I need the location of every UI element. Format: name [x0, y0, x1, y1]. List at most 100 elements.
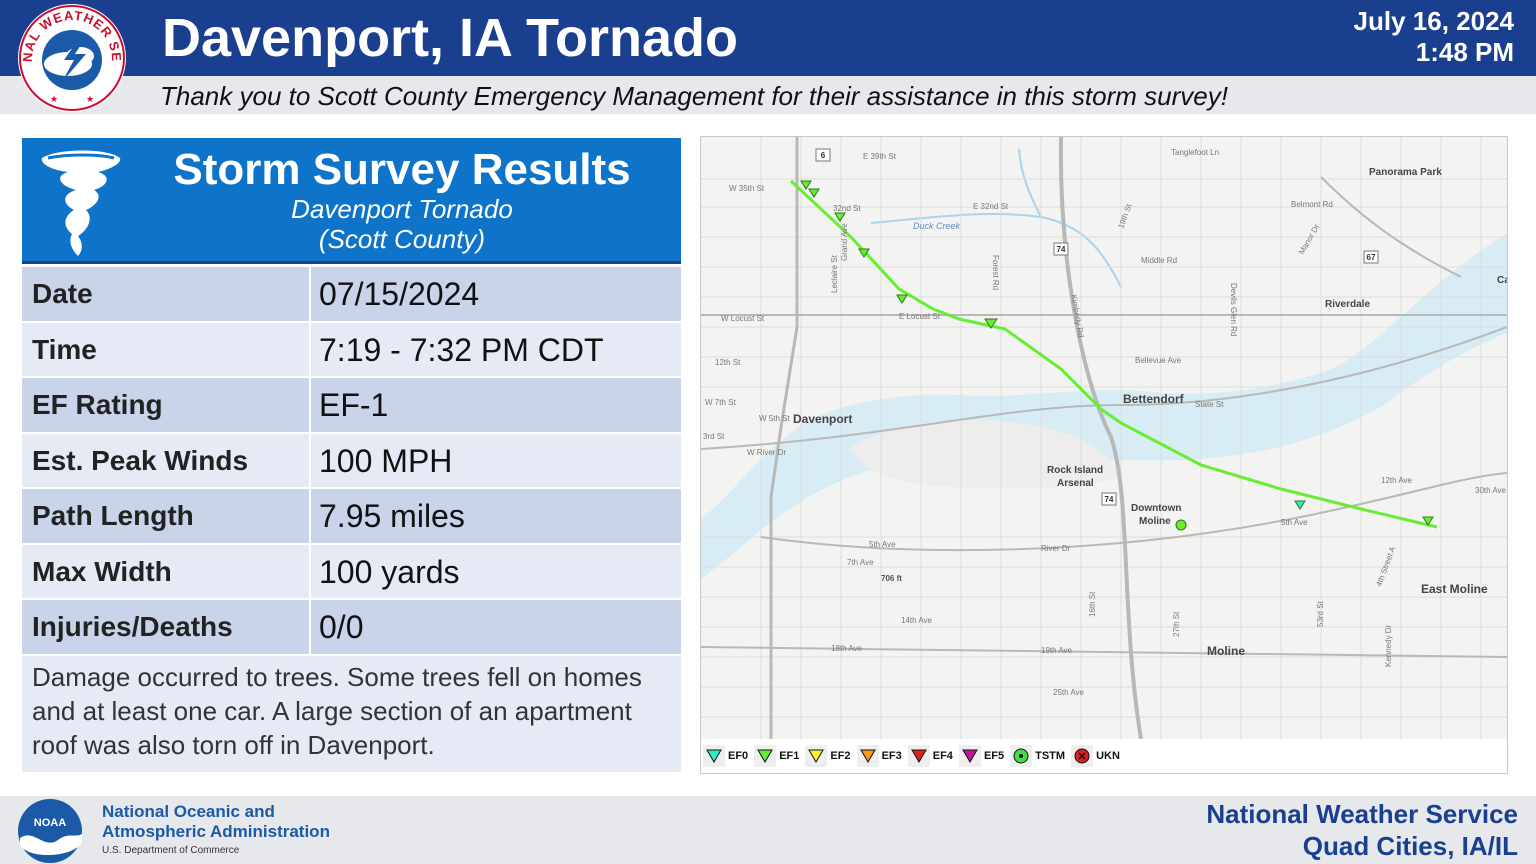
- svg-text:19th Ave: 19th Ave: [1041, 646, 1073, 655]
- ef1-damage-marker: [858, 248, 870, 258]
- row-value: 100 MPH: [319, 442, 453, 479]
- thanks-bar: [0, 76, 1536, 114]
- svg-text:7th Ave: 7th Ave: [847, 558, 874, 567]
- panel-title: Storm Survey Results: [173, 145, 631, 194]
- noaa-name: National Oceanic and Atmospheric Adminis…: [102, 802, 330, 842]
- tornado-damage-path: [789, 179, 1438, 529]
- svg-text:W Locust St: W Locust St: [721, 314, 765, 323]
- svg-text:Panorama Park: Panorama Park: [1369, 167, 1442, 178]
- legend-item-tstm: TSTM: [1010, 745, 1065, 767]
- issue-date: July 16, 2024: [1353, 6, 1514, 36]
- row-value: 100 yards: [319, 553, 460, 590]
- issue-datetime: July 16, 2024 1:48 PM: [1354, 6, 1514, 68]
- legend-item-ef3: EF3: [856, 745, 902, 767]
- table-row: EF Rating EF-1: [22, 378, 681, 434]
- svg-text:Arsenal: Arsenal: [1057, 478, 1094, 489]
- svg-text:NOAA: NOAA: [34, 817, 66, 829]
- row-label: Time: [22, 322, 311, 376]
- ef5-triangle-icon: [958, 745, 981, 767]
- ef3-triangle-icon: [856, 745, 879, 767]
- row-value: 7:19 - 7:32 PM CDT: [319, 331, 604, 368]
- svg-text:Moline: Moline: [1139, 516, 1171, 527]
- legend-label: UKN: [1096, 750, 1120, 762]
- table-row: Date 07/15/2024: [22, 267, 681, 323]
- panel-county: (Scott County): [318, 224, 486, 254]
- svg-text:5th Ave: 5th Ave: [1281, 518, 1308, 527]
- legend-label: EF3: [881, 750, 902, 762]
- legend-label: EF0: [728, 750, 749, 762]
- svg-text:W 5th St: W 5th St: [759, 414, 790, 423]
- legend-item-ef4: EF4: [907, 745, 953, 767]
- svg-text:State St: State St: [1195, 400, 1224, 409]
- map-legend: EF0 EF1 EF2 EF3 EF4 EF5 TSTM UKN: [701, 739, 1507, 773]
- tornado-path-map[interactable]: 6 74 74 67 Davenport Bettendorf Rock Isl…: [700, 136, 1508, 774]
- header-bar: [0, 0, 1536, 76]
- svg-text:Devils Glen Rd: Devils Glen Rd: [1229, 283, 1238, 336]
- survey-table: Date 07/15/2024 Time 7:19 - 7:32 PM CDT …: [22, 267, 681, 656]
- tstm-damage-marker: [1175, 519, 1187, 531]
- ef0-damage-marker: [1294, 500, 1306, 510]
- legend-label: EF5: [983, 750, 1005, 762]
- svg-text:14th Ave: 14th Ave: [901, 616, 933, 625]
- svg-text:★: ★: [86, 94, 94, 104]
- row-label: Injuries/Deaths: [22, 600, 311, 654]
- svg-text:Tanglefoot Ln: Tanglefoot Ln: [1171, 148, 1219, 157]
- svg-text:74: 74: [1105, 495, 1114, 504]
- svg-text:W 35th St: W 35th St: [729, 184, 765, 193]
- ef1-damage-marker: [808, 188, 820, 198]
- svg-text:16th St: 16th St: [1088, 591, 1097, 617]
- svg-text:Duck Creek: Duck Creek: [913, 221, 961, 231]
- legend-label: EF1: [779, 750, 800, 762]
- panel-subtitle: Davenport Tornado: [291, 194, 513, 224]
- svg-text:3rd St: 3rd St: [703, 432, 725, 441]
- svg-text:12th St: 12th St: [715, 358, 741, 367]
- ef1-damage-marker: [834, 212, 846, 222]
- street-grid: [701, 137, 1507, 739]
- svg-text:Leclaire St: Leclaire St: [830, 254, 839, 293]
- issue-time: 1:48 PM: [1415, 37, 1514, 67]
- table-row: Time 7:19 - 7:32 PM CDT: [22, 322, 681, 378]
- svg-text:Kennedy Dr: Kennedy Dr: [1384, 624, 1393, 667]
- map-canvas[interactable]: 6 74 74 67 Davenport Bettendorf Rock Isl…: [701, 137, 1507, 739]
- legend-item-ukn: UKN: [1071, 745, 1120, 767]
- svg-text:30th Ave: 30th Ave: [1475, 486, 1507, 495]
- svg-text:Belmont Rd: Belmont Rd: [1291, 200, 1333, 209]
- svg-text:W River Dr: W River Dr: [747, 448, 786, 457]
- noaa-name-line2: Atmospheric Administration: [102, 822, 330, 841]
- table-row: Est. Peak Winds 100 MPH: [22, 433, 681, 489]
- row-value: 07/15/2024: [319, 276, 480, 312]
- noaa-logo-icon: NOAA: [18, 799, 82, 863]
- svg-text:706 ft: 706 ft: [881, 574, 902, 583]
- legend-label: EF4: [932, 750, 953, 762]
- noaa-name-line1: National Oceanic and: [102, 802, 275, 821]
- survey-results-header: Storm Survey Results Davenport Tornado (…: [22, 138, 681, 264]
- svg-text:5th Ave: 5th Ave: [869, 540, 896, 549]
- svg-text:River Dr: River Dr: [1041, 544, 1071, 553]
- ef1-damage-marker: [896, 294, 908, 304]
- nws-office-line2: Quad Cities, IA/IL: [1302, 831, 1518, 861]
- table-row: Injuries/Deaths 0/0: [22, 600, 681, 656]
- svg-text:E 39th St: E 39th St: [863, 152, 897, 161]
- tornado-icon: [41, 150, 121, 256]
- svg-text:Grand Ave: Grand Ave: [840, 223, 849, 261]
- svg-text:Davenport: Davenport: [793, 412, 852, 426]
- ef1-damage-marker: [800, 180, 812, 190]
- row-value: 0/0: [319, 609, 364, 645]
- svg-text:W 7th St: W 7th St: [705, 398, 736, 407]
- svg-text:25th Ave: 25th Ave: [1053, 688, 1085, 697]
- legend-label: EF2: [830, 750, 851, 762]
- thanks-message: Thank you to Scott County Emergency Mana…: [160, 81, 1228, 111]
- svg-text:Moline: Moline: [1207, 644, 1245, 658]
- table-row: Path Length 7.95 miles: [22, 489, 681, 545]
- nws-office-line1: National Weather Service: [1206, 799, 1518, 829]
- svg-text:18th Ave: 18th Ave: [831, 644, 863, 653]
- ef1-damage-marker: [984, 318, 998, 329]
- row-label: Date: [22, 267, 311, 321]
- nws-seal-icon: NATIONAL WEATHER SERVICE ★ ★: [14, 2, 126, 112]
- svg-text:Bellevue Ave: Bellevue Ave: [1135, 356, 1182, 365]
- svg-text:Downtown: Downtown: [1131, 503, 1182, 514]
- damage-description: Damage occurred to trees. Some trees fel…: [22, 656, 681, 772]
- svg-text:12th Ave: 12th Ave: [1381, 476, 1413, 485]
- highway-shields: 6 74 74 67: [815, 148, 1379, 506]
- svg-text:6: 6: [821, 151, 826, 160]
